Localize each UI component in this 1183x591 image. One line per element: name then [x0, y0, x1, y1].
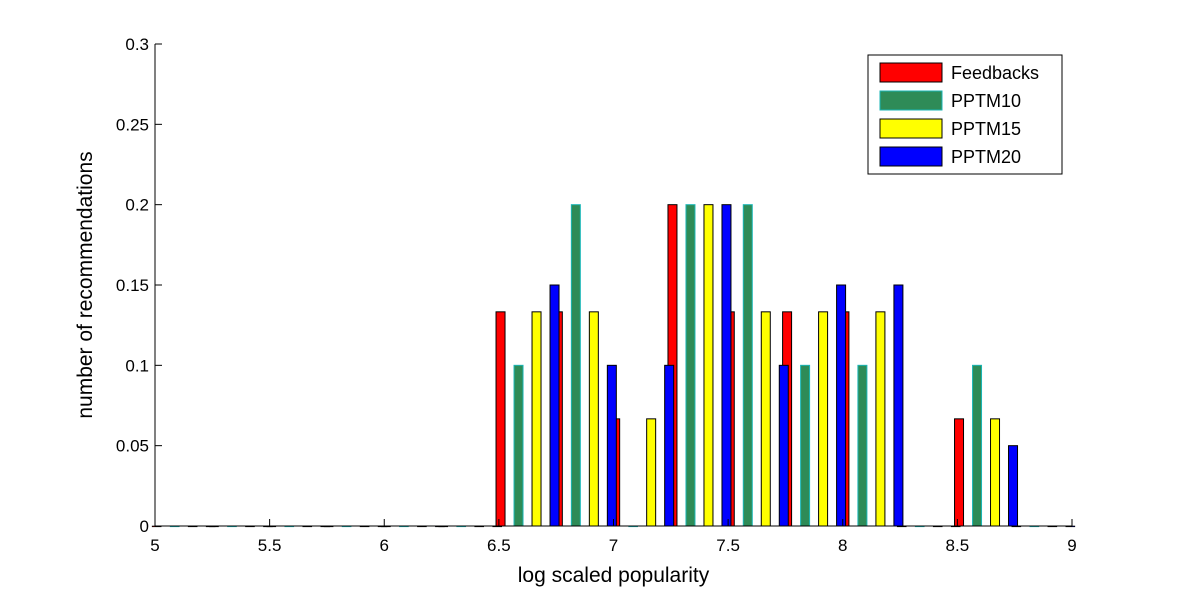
bar-pptm15-11: [818, 311, 829, 527]
bar-pptm10-7: [570, 204, 581, 527]
y-tick-label: 0.25: [116, 115, 149, 134]
bar-feedbacks-6: [495, 311, 506, 527]
bar-pptm20-14: [1008, 445, 1019, 527]
x-tick-label: 5: [150, 536, 159, 555]
x-tick-label: 6: [380, 536, 389, 555]
y-tick-label: 0.1: [125, 356, 149, 375]
x-tick-label: 7: [609, 536, 618, 555]
bar-pptm10-12: [857, 364, 868, 527]
legend-label-pptm10: PPTM10: [951, 91, 1021, 111]
x-axis-label: log scaled popularity: [518, 564, 710, 587]
bar-pptm20-9: [721, 204, 732, 527]
x-tick-label: 8.5: [946, 536, 970, 555]
legend-label-pptm20: PPTM20: [951, 147, 1021, 167]
x-tick-label: 9: [1067, 536, 1076, 555]
legend-swatch-pptm20: [879, 146, 943, 167]
axes-layer: 5 5.5 6 6.5 7 7.5 8 8.5 9 0 0.05 0.1 0.15 0.2 0.25 0.3: [116, 35, 1077, 555]
bar-pptm10-10: [742, 204, 753, 527]
bar-pptm10-9: [685, 204, 696, 527]
bar-pptm20-11: [836, 284, 847, 527]
bar-pptm15-6: [531, 311, 542, 527]
legend-swatch-pptm15: [879, 118, 943, 139]
bar-pptm15-8: [646, 418, 657, 527]
legend-label-feedbacks: Feedbacks: [951, 63, 1039, 83]
x-tick-label: 7.5: [716, 536, 740, 555]
y-tick-label: 0.2: [125, 196, 149, 215]
bar-pptm10-14: [972, 364, 983, 527]
bar-pptm15-7: [588, 311, 599, 527]
bar-pptm10-11: [800, 364, 811, 527]
y-axis-label: number of recommendations: [74, 151, 97, 418]
bar-pptm15-9: [703, 204, 714, 527]
y-tick-label: 0: [140, 517, 149, 536]
bar-pptm20-7: [606, 364, 617, 527]
bars-layer: [151, 204, 1076, 528]
bar-pptm15-12: [875, 311, 886, 527]
legend-label-pptm15: PPTM15: [951, 119, 1021, 139]
legend-swatch-feedbacks: [879, 62, 943, 83]
x-tick-label: 6.5: [487, 536, 511, 555]
bar-pptm20-10: [778, 364, 789, 527]
bar-pptm20-6: [549, 284, 560, 527]
legend-swatch-pptm10: [879, 90, 943, 111]
y-tick-label: 0.15: [116, 276, 149, 295]
bar-pptm15-10: [760, 311, 771, 527]
bar-pptm20-12: [893, 284, 904, 527]
bar-pptm10-6: [513, 364, 524, 527]
x-tick-label: 5.5: [258, 536, 282, 555]
bar-pptm15-14: [990, 418, 1001, 527]
x-tick-label: 8: [838, 536, 847, 555]
legend: Feedbacks PPTM10 PPTM15 PPTM20: [867, 54, 1063, 175]
bar-pptm20-8: [664, 364, 675, 527]
y-tick-label: 0.05: [116, 437, 149, 456]
y-tick-label: 0.3: [125, 35, 149, 54]
bar-feedbacks-14: [954, 418, 965, 527]
